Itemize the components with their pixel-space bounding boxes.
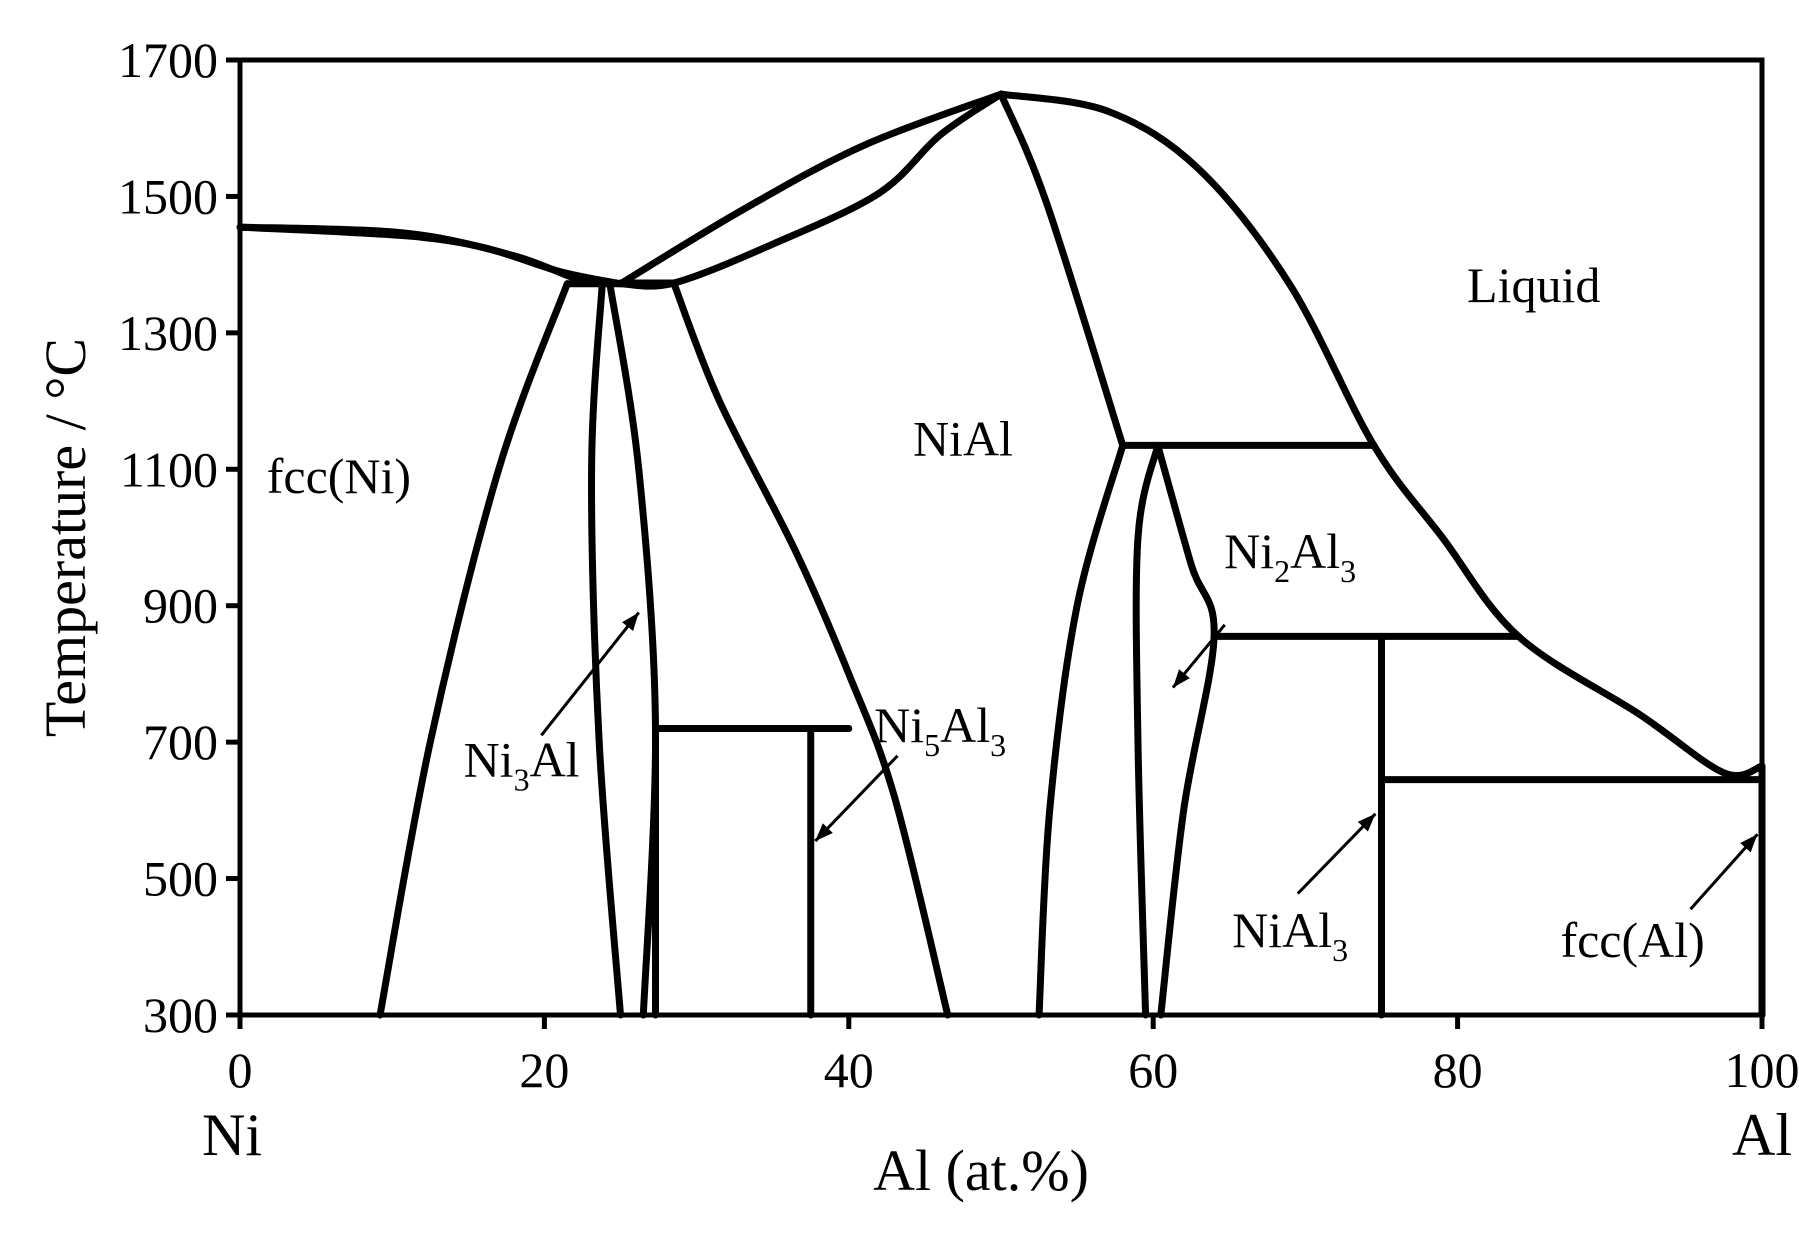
- y-axis-title: Temperature / °C: [33, 338, 98, 737]
- region-label-fcc-ni: fcc(Ni): [267, 448, 411, 504]
- region-label-part: fcc(Ni): [267, 448, 411, 504]
- arrow-line-ni5al3: [814, 754, 899, 843]
- x-tick-label: 0: [228, 1042, 253, 1098]
- region-label-part: 3: [990, 727, 1006, 763]
- region-label-fcc-al: fcc(Al): [1560, 912, 1704, 968]
- boundary-ni2al3-left: [1132, 441, 1162, 1019]
- region-label-part: Ni: [1224, 523, 1274, 579]
- y-tick-label: 900: [143, 578, 218, 634]
- boundary-ni3al-right: [606, 280, 660, 1019]
- y-tick-label: 500: [143, 851, 218, 907]
- y-tick-label: 1100: [120, 441, 218, 497]
- boundary-liquidus-right: [997, 90, 1766, 780]
- region-label-ni3al: Ni3Al: [464, 731, 580, 797]
- region-label-part: Al: [530, 731, 580, 787]
- arrow-head-ni5al3: [815, 823, 833, 842]
- region-label-part: Ni: [874, 697, 924, 753]
- x-tick-label: 80: [1433, 1042, 1483, 1098]
- region-label-ni5al3: Ni5Al3: [874, 697, 1006, 763]
- region-label-nial3: NiAl3: [1232, 902, 1348, 968]
- boundary-nial-liquidus-left: [617, 90, 1005, 288]
- region-label-part: Al: [940, 697, 990, 753]
- plot-frame: [237, 57, 1765, 1018]
- y-tick-label: 1500: [118, 168, 218, 224]
- arrow-head-ni3al: [622, 612, 639, 631]
- region-label-part: 5: [924, 727, 940, 763]
- boundary-layer: [236, 90, 1766, 1019]
- boundary-nial-solidus-left: [617, 90, 1005, 290]
- boundary-nial-solvus-right: [1035, 441, 1127, 1019]
- region-label-part: fcc(Al): [1560, 912, 1704, 968]
- x-tick-label: 100: [1725, 1042, 1799, 1098]
- boundary-nial-solvus-left: [670, 279, 952, 1019]
- region-label-nial: NiAl: [913, 411, 1013, 467]
- region-label-part: NiAl: [1232, 902, 1332, 958]
- arrow-head-nial3: [1357, 813, 1376, 832]
- region-label-part: 3: [1340, 553, 1356, 589]
- x-tick-label: 20: [519, 1042, 569, 1098]
- tick-layer: 0 20 40 60 80 100 300 500 700 900 1100 1300 1500 1700: [118, 32, 1799, 1098]
- arrow-head-fcc-al: [1740, 834, 1758, 853]
- region-label-part: Al: [1290, 523, 1340, 579]
- region-label-part: 2: [1274, 553, 1290, 589]
- x-end-label-al: Al: [1732, 1102, 1792, 1168]
- x-tick-label: 40: [824, 1042, 874, 1098]
- y-tick-label: 700: [143, 714, 218, 770]
- region-label-part: 3: [1332, 932, 1348, 968]
- arrow-layer: [540, 611, 1759, 911]
- boundary-nial-solidus-right: [997, 90, 1127, 449]
- y-tick-label: 300: [143, 987, 218, 1043]
- boundary-ni-solidus: [236, 223, 606, 288]
- region-label-liquid: Liquid: [1467, 257, 1600, 313]
- x-end-label-ni: Ni: [202, 1102, 262, 1168]
- region-label-part: Ni: [464, 731, 514, 787]
- arrow-head-ni2al3: [1172, 669, 1190, 688]
- region-label-part: 3: [514, 761, 530, 797]
- y-tick-label: 1700: [118, 32, 218, 88]
- x-tick-label: 60: [1128, 1042, 1178, 1098]
- boundary-fcc-solvus: [376, 280, 571, 1019]
- boundary-ni3al-left: [588, 280, 624, 1019]
- y-tick-label: 1300: [118, 305, 218, 361]
- region-label-ni2al3: Ni2Al3: [1224, 523, 1356, 589]
- region-label-part: NiAl: [913, 411, 1013, 467]
- x-axis-title: Al (at.%): [873, 1138, 1089, 1203]
- region-label-part: Liquid: [1467, 257, 1600, 313]
- boundary-ni2al3-right: [1154, 441, 1218, 1019]
- arrow-line-ni3al: [540, 611, 640, 737]
- arrow-line-nial3: [1296, 812, 1377, 895]
